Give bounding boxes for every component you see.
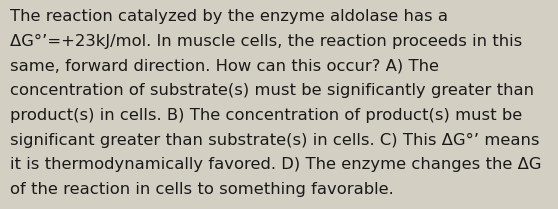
Text: of the reaction in cells to something favorable.: of the reaction in cells to something fa… — [10, 182, 394, 197]
Text: concentration of substrate(s) must be significantly greater than: concentration of substrate(s) must be si… — [10, 83, 534, 98]
Text: same, forward direction. How can this occur? A) The: same, forward direction. How can this oc… — [10, 59, 439, 74]
Text: it is thermodynamically favored. D) The enzyme changes the ΔG: it is thermodynamically favored. D) The … — [10, 157, 542, 172]
Text: significant greater than substrate(s) in cells. C) This ΔG°’ means: significant greater than substrate(s) in… — [10, 133, 540, 148]
Text: product(s) in cells. B) The concentration of product(s) must be: product(s) in cells. B) The concentratio… — [10, 108, 522, 123]
Text: The reaction catalyzed by the enzyme aldolase has a: The reaction catalyzed by the enzyme ald… — [10, 9, 448, 24]
Text: ΔG°’=+23kJ/mol. In muscle cells, the reaction proceeds in this: ΔG°’=+23kJ/mol. In muscle cells, the rea… — [10, 34, 522, 49]
